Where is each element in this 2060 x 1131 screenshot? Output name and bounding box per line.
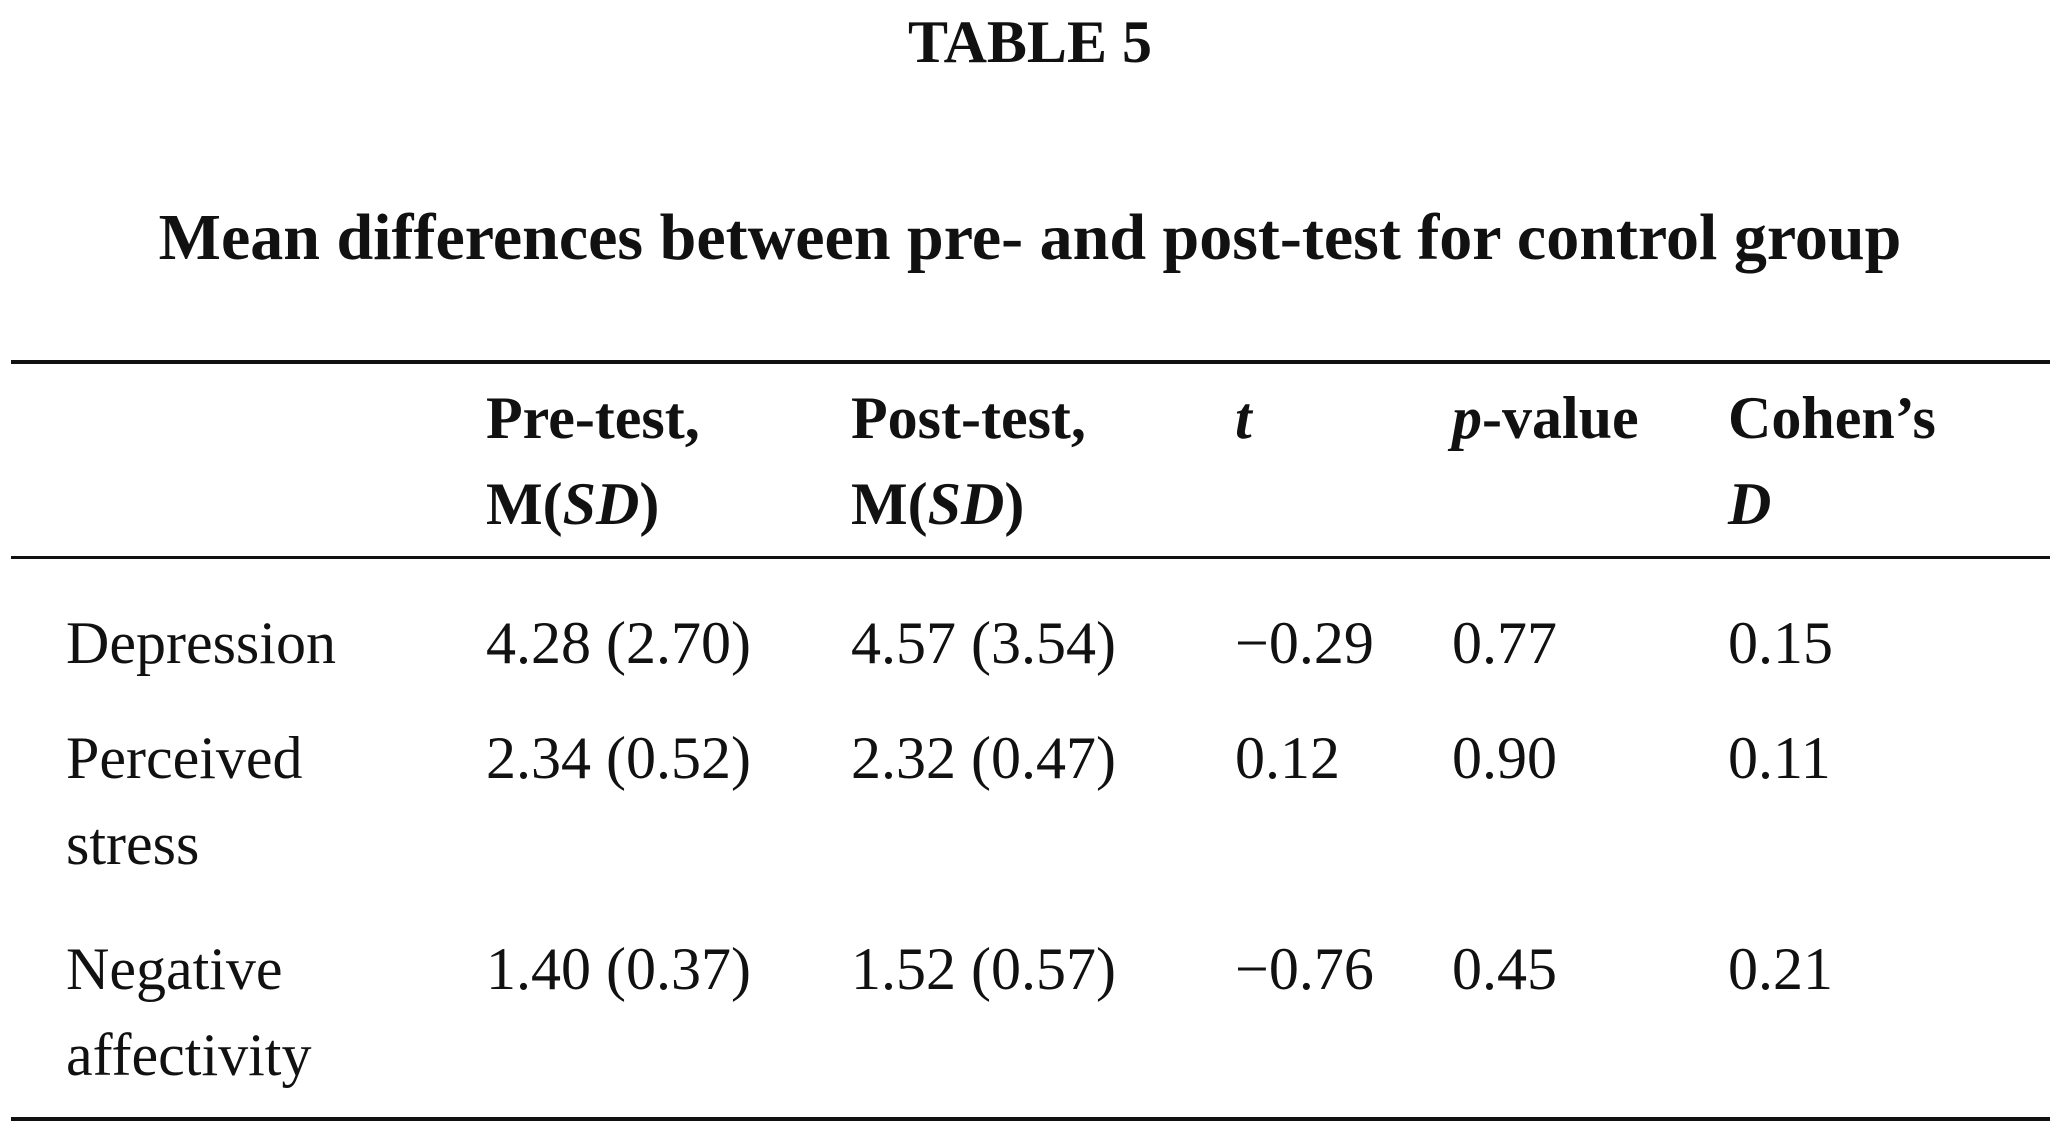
header-cell: Cohen’s D: [1728, 375, 1936, 547]
table-cell: 0.11: [1728, 725, 1831, 791]
header-cell: Pre-test, M(SD): [486, 375, 700, 547]
header-text: Post-test,: [851, 385, 1086, 451]
table-cell: 4.28 (2.70): [486, 610, 751, 676]
table-cell: 2.34 (0.52): [486, 725, 751, 791]
table-caption: Mean differences between pre- and post-t…: [158, 201, 1902, 274]
table-cell: 0.15: [1728, 610, 1833, 676]
header-text: ): [639, 471, 660, 537]
header-cell: t: [1235, 375, 1252, 461]
header-text: SD: [927, 471, 1005, 537]
table-cell: 0.77: [1452, 610, 1557, 676]
header-text: Cohen’s: [1728, 385, 1936, 451]
row-label: Negative affectivity: [66, 936, 312, 1088]
header-cell: Post-test, M(SD): [851, 375, 1086, 547]
header-text: p: [1452, 385, 1482, 451]
header-text: ): [1004, 471, 1025, 537]
table-cell: 0.90: [1452, 725, 1557, 791]
header-text: Pre-test,: [486, 385, 700, 451]
header-text: M(: [486, 471, 563, 537]
row-label: Depression: [66, 610, 336, 676]
table-cell: 1.40 (0.37): [486, 936, 751, 1002]
header-cell: p-value: [1452, 375, 1639, 461]
table-cell: 2.32 (0.47): [851, 725, 1116, 791]
top-rule: [11, 360, 2050, 364]
header-text: D: [1728, 471, 1772, 537]
header-text: SD: [562, 471, 640, 537]
table-cell: −0.76: [1235, 936, 1374, 1002]
bottom-rule: [11, 1117, 2050, 1121]
header-text: t: [1235, 385, 1252, 451]
header-text: -value: [1482, 385, 1639, 451]
table-cell: −0.29: [1235, 610, 1374, 676]
table-cell: 1.52 (0.57): [851, 936, 1116, 1002]
row-label: Perceived stress: [66, 725, 303, 877]
table-cell: 4.57 (3.54): [851, 610, 1116, 676]
mid-rule: [11, 556, 2050, 559]
table-cell: 0.45: [1452, 936, 1557, 1002]
table-number: TABLE 5: [908, 9, 1152, 75]
table-cell: 0.12: [1235, 725, 1340, 791]
header-text: M(: [851, 471, 928, 537]
table-cell: 0.21: [1728, 936, 1833, 1002]
